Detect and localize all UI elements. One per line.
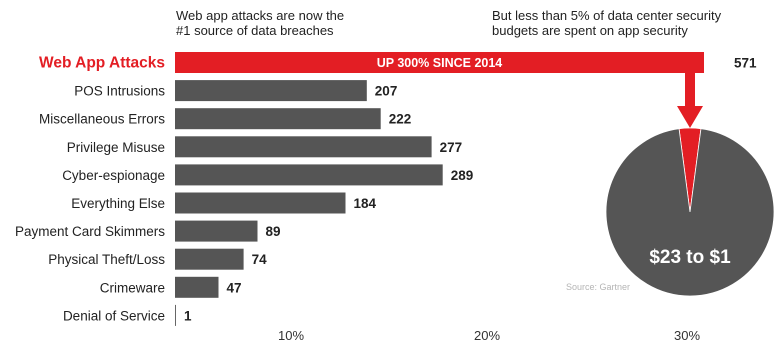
category-label: Privilege Misuse — [67, 140, 165, 155]
x-tick-label: 10% — [278, 328, 304, 343]
category-label: POS Intrusions — [74, 84, 165, 99]
bar-value — [175, 220, 258, 242]
value-label: 277 — [440, 140, 463, 155]
bar-highlight — [175, 52, 704, 73]
value-label: 222 — [389, 112, 412, 127]
category-label: Crimeware — [100, 280, 165, 295]
right-annotation-line-1: But less than 5% of data center security — [492, 8, 722, 23]
bar-value — [175, 276, 219, 298]
right-annotation: But less than 5% of data center security… — [492, 8, 721, 38]
category-label: Everything Else — [71, 196, 165, 211]
bar-value — [175, 248, 244, 270]
bar-value — [175, 192, 346, 214]
category-label: Denial of Service — [63, 308, 165, 323]
left-annotation-line-2: #1 source of data breaches — [176, 23, 334, 38]
category-label: Cyber-espionage — [62, 168, 165, 183]
pie-ratio-label: $23 to $1 — [649, 247, 731, 268]
category-label: Physical Theft/Loss — [48, 252, 165, 267]
value-label: 74 — [252, 252, 268, 267]
category-label: Miscellaneous Errors — [39, 112, 165, 127]
arrow-junction — [685, 52, 695, 73]
bar-value — [175, 304, 176, 326]
arrow-down — [677, 52, 703, 128]
bar-value — [175, 80, 367, 102]
callout-arrow — [677, 52, 703, 128]
x-tick-label: 30% — [674, 328, 700, 343]
budget-pie: $23 to $1 — [605, 127, 775, 297]
right-annotation-line-2: budgets are spent on app security — [492, 23, 688, 38]
value-label: 1 — [184, 308, 192, 323]
bar-value — [175, 164, 443, 186]
highlight-banner: UP 300% SINCE 2014 — [377, 56, 503, 70]
left-annotation: Web app attacks are now the #1 source of… — [176, 8, 344, 38]
value-label: 47 — [227, 280, 242, 295]
source-note: Source: Gartner — [566, 282, 630, 292]
value-label: 89 — [266, 224, 281, 239]
value-label: 571 — [734, 56, 757, 71]
value-label: 207 — [375, 84, 398, 99]
left-annotation-line-1: Web app attacks are now the — [176, 8, 345, 23]
bar-chart — [175, 52, 704, 326]
x-tick-label: 20% — [474, 328, 500, 343]
value-label: 289 — [451, 168, 474, 183]
chart-text: Web App Attacks 571 UP 300% SINCE 2014 POS … — [15, 55, 757, 344]
value-label: 184 — [354, 196, 377, 211]
category-label: Web App Attacks — [39, 55, 165, 72]
pie-slice-other — [605, 128, 775, 297]
bar-value — [175, 136, 432, 158]
category-label: Payment Card Skimmers — [15, 224, 165, 239]
bar-value — [175, 108, 381, 130]
